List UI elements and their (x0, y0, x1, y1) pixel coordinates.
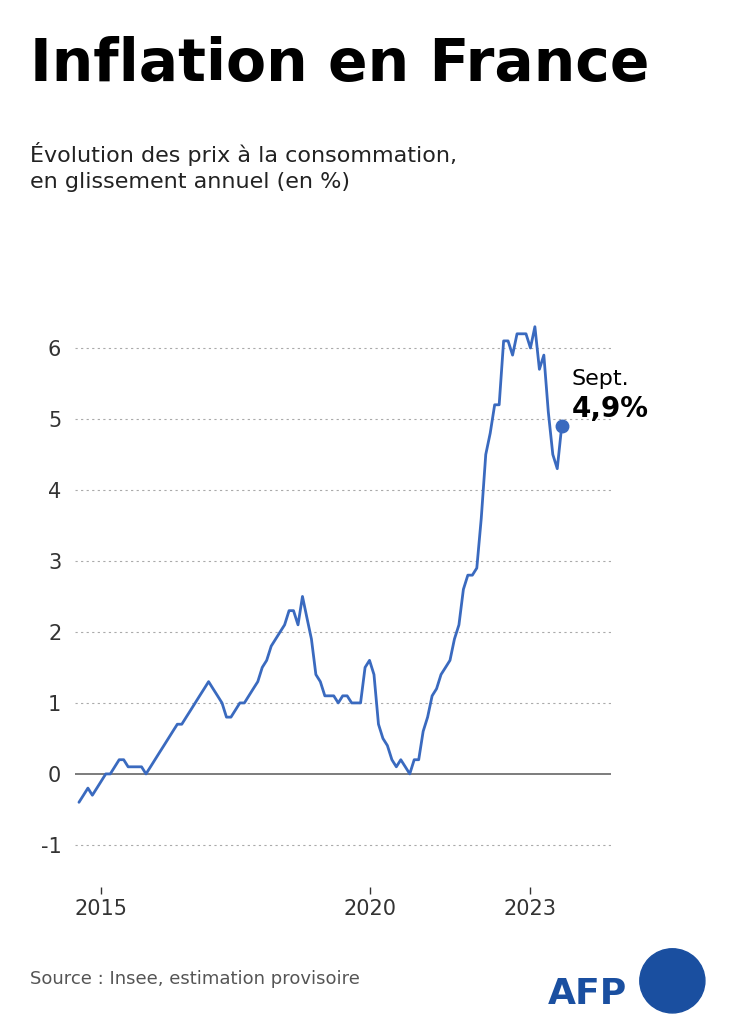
Text: en glissement annuel (en %): en glissement annuel (en %) (30, 172, 350, 192)
Text: Sept.: Sept. (571, 369, 629, 389)
Text: Évolution des prix à la consommation,: Évolution des prix à la consommation, (30, 142, 457, 165)
Text: AFP: AFP (548, 977, 627, 1011)
Text: Source : Insee, estimation provisoire: Source : Insee, estimation provisoire (30, 970, 360, 988)
Circle shape (640, 949, 705, 1013)
Text: 4,9%: 4,9% (571, 395, 648, 423)
Text: Inflation en France: Inflation en France (30, 36, 650, 93)
